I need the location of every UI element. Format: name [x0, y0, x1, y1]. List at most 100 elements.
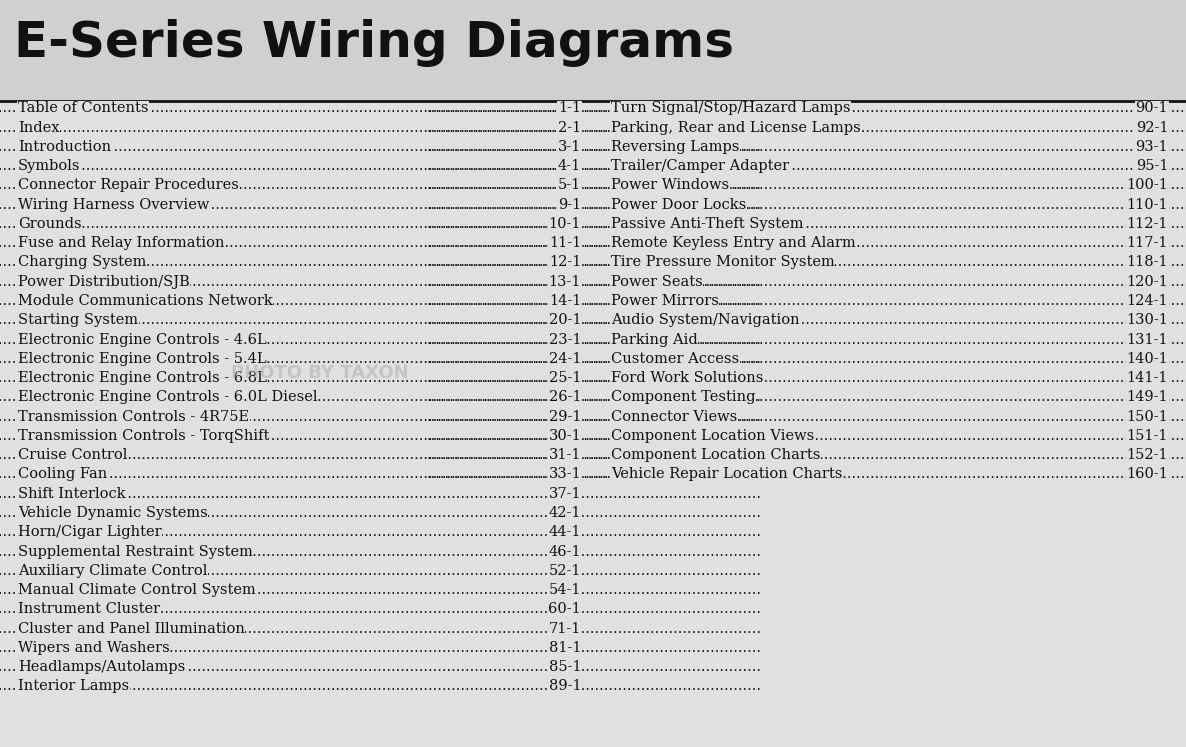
Text: 12-1: 12-1 [549, 255, 581, 270]
Text: Interior Lamps: Interior Lamps [18, 680, 129, 693]
Text: Audio System/Navigation: Audio System/Navigation [611, 313, 799, 327]
Text: 152-1: 152-1 [1127, 448, 1168, 462]
Text: 20-1: 20-1 [548, 313, 581, 327]
Text: Index: Index [18, 120, 59, 134]
Text: 120-1: 120-1 [1127, 275, 1168, 289]
Text: ................................................................................: ........................................… [0, 217, 761, 231]
Text: ................................................................................: ........................................… [0, 409, 761, 424]
Text: 110-1: 110-1 [1127, 198, 1168, 211]
Text: 90-1: 90-1 [1135, 102, 1168, 115]
Text: ................................................................................: ........................................… [0, 352, 761, 366]
Text: 14-1: 14-1 [549, 294, 581, 308]
Text: Power Distribution/SJB: Power Distribution/SJB [18, 275, 190, 289]
Text: ................................................................................: ........................................… [427, 468, 1186, 482]
Text: 26-1: 26-1 [548, 391, 581, 404]
Text: ................................................................................: ........................................… [0, 102, 761, 115]
Text: ................................................................................: ........................................… [0, 294, 761, 308]
Text: ................................................................................: ........................................… [0, 506, 761, 520]
Text: 100-1: 100-1 [1127, 179, 1168, 193]
Text: Headlamps/Autolamps: Headlamps/Autolamps [18, 660, 185, 675]
Text: 95-1: 95-1 [1136, 159, 1168, 173]
Text: Cruise Control: Cruise Control [18, 448, 127, 462]
Text: ................................................................................: ........................................… [0, 140, 761, 154]
Text: ................................................................................: ........................................… [427, 352, 1186, 366]
Text: ................................................................................: ........................................… [0, 236, 761, 250]
Text: ................................................................................: ........................................… [427, 179, 1186, 193]
Text: Electronic Engine Controls - 6.8L: Electronic Engine Controls - 6.8L [18, 371, 267, 385]
Text: 1-1: 1-1 [559, 102, 581, 115]
Text: 150-1: 150-1 [1127, 409, 1168, 424]
Text: ................................................................................: ........................................… [0, 468, 761, 482]
Text: ................................................................................: ........................................… [427, 120, 1186, 134]
Text: Trailer/Camper Adapter: Trailer/Camper Adapter [611, 159, 789, 173]
Text: ................................................................................: ........................................… [427, 275, 1186, 289]
Text: ................................................................................: ........................................… [0, 198, 761, 211]
Text: ................................................................................: ........................................… [0, 564, 761, 578]
Text: Grounds: Grounds [18, 217, 82, 231]
Text: 92-1: 92-1 [1136, 120, 1168, 134]
Text: 11-1: 11-1 [549, 236, 581, 250]
Text: 10-1: 10-1 [549, 217, 581, 231]
Text: 89-1: 89-1 [548, 680, 581, 693]
Text: 33-1: 33-1 [548, 468, 581, 482]
Text: ................................................................................: ........................................… [0, 332, 761, 347]
Text: 29-1: 29-1 [549, 409, 581, 424]
Text: ................................................................................: ........................................… [0, 159, 761, 173]
Text: ................................................................................: ........................................… [0, 120, 761, 134]
Text: 42-1: 42-1 [549, 506, 581, 520]
FancyBboxPatch shape [0, 0, 1186, 101]
Text: Customer Access: Customer Access [611, 352, 739, 366]
Text: Remote Keyless Entry and Alarm: Remote Keyless Entry and Alarm [611, 236, 855, 250]
Text: Transmission Controls - 4R75E: Transmission Controls - 4R75E [18, 409, 249, 424]
Text: 25-1: 25-1 [549, 371, 581, 385]
Text: Tire Pressure Monitor System: Tire Pressure Monitor System [611, 255, 835, 270]
Text: Manual Climate Control System: Manual Climate Control System [18, 583, 255, 597]
Text: 117-1: 117-1 [1127, 236, 1168, 250]
Text: Starting System: Starting System [18, 313, 138, 327]
Text: PHOTO BY TAXON: PHOTO BY TAXON [231, 365, 409, 382]
Text: Electronic Engine Controls - 5.4L: Electronic Engine Controls - 5.4L [18, 352, 267, 366]
Text: ................................................................................: ........................................… [427, 409, 1186, 424]
Text: Parking, Rear and License Lamps: Parking, Rear and License Lamps [611, 120, 861, 134]
Text: 124-1: 124-1 [1127, 294, 1168, 308]
Text: Wiring Harness Overview: Wiring Harness Overview [18, 198, 209, 211]
Text: Power Windows: Power Windows [611, 179, 729, 193]
Text: ................................................................................: ........................................… [0, 660, 761, 675]
Text: Instrument Cluster: Instrument Cluster [18, 602, 160, 616]
Text: E-Series Wiring Diagrams: E-Series Wiring Diagrams [14, 19, 734, 66]
Text: 31-1: 31-1 [549, 448, 581, 462]
Text: ................................................................................: ........................................… [0, 525, 761, 539]
Text: Power Door Locks: Power Door Locks [611, 198, 746, 211]
Text: ................................................................................: ........................................… [0, 487, 761, 500]
Text: Symbols: Symbols [18, 159, 81, 173]
Text: Introduction: Introduction [18, 140, 111, 154]
Text: 46-1: 46-1 [548, 545, 581, 559]
Text: ................................................................................: ........................................… [427, 332, 1186, 347]
Text: 112-1: 112-1 [1127, 217, 1168, 231]
Text: 160-1: 160-1 [1127, 468, 1168, 482]
Text: Electronic Engine Controls - 4.6L: Electronic Engine Controls - 4.6L [18, 332, 267, 347]
Text: ................................................................................: ........................................… [427, 294, 1186, 308]
Text: Vehicle Repair Location Charts: Vehicle Repair Location Charts [611, 468, 842, 482]
Text: 149-1: 149-1 [1127, 391, 1168, 404]
Text: Connector Repair Procedures: Connector Repair Procedures [18, 179, 238, 193]
Text: ................................................................................: ........................................… [0, 255, 761, 270]
Text: Passive Anti-Theft System: Passive Anti-Theft System [611, 217, 803, 231]
Text: ................................................................................: ........................................… [0, 602, 761, 616]
Text: ................................................................................: ........................................… [0, 313, 761, 327]
Text: Turn Signal/Stop/Hazard Lamps: Turn Signal/Stop/Hazard Lamps [611, 102, 850, 115]
Text: Power Seats: Power Seats [611, 275, 702, 289]
Text: ................................................................................: ........................................… [427, 371, 1186, 385]
Text: 52-1: 52-1 [549, 564, 581, 578]
Text: Transmission Controls - TorqShift: Transmission Controls - TorqShift [18, 429, 269, 443]
Text: Component Testing: Component Testing [611, 391, 755, 404]
Text: Ford Work Solutions: Ford Work Solutions [611, 371, 763, 385]
Text: Fuse and Relay Information: Fuse and Relay Information [18, 236, 224, 250]
Text: 23-1: 23-1 [548, 332, 581, 347]
Text: ................................................................................: ........................................… [0, 545, 761, 559]
Text: 54-1: 54-1 [549, 583, 581, 597]
Text: ................................................................................: ........................................… [0, 371, 761, 385]
Text: ................................................................................: ........................................… [0, 275, 761, 289]
Text: 151-1: 151-1 [1127, 429, 1168, 443]
Text: ................................................................................: ........................................… [427, 391, 1186, 404]
